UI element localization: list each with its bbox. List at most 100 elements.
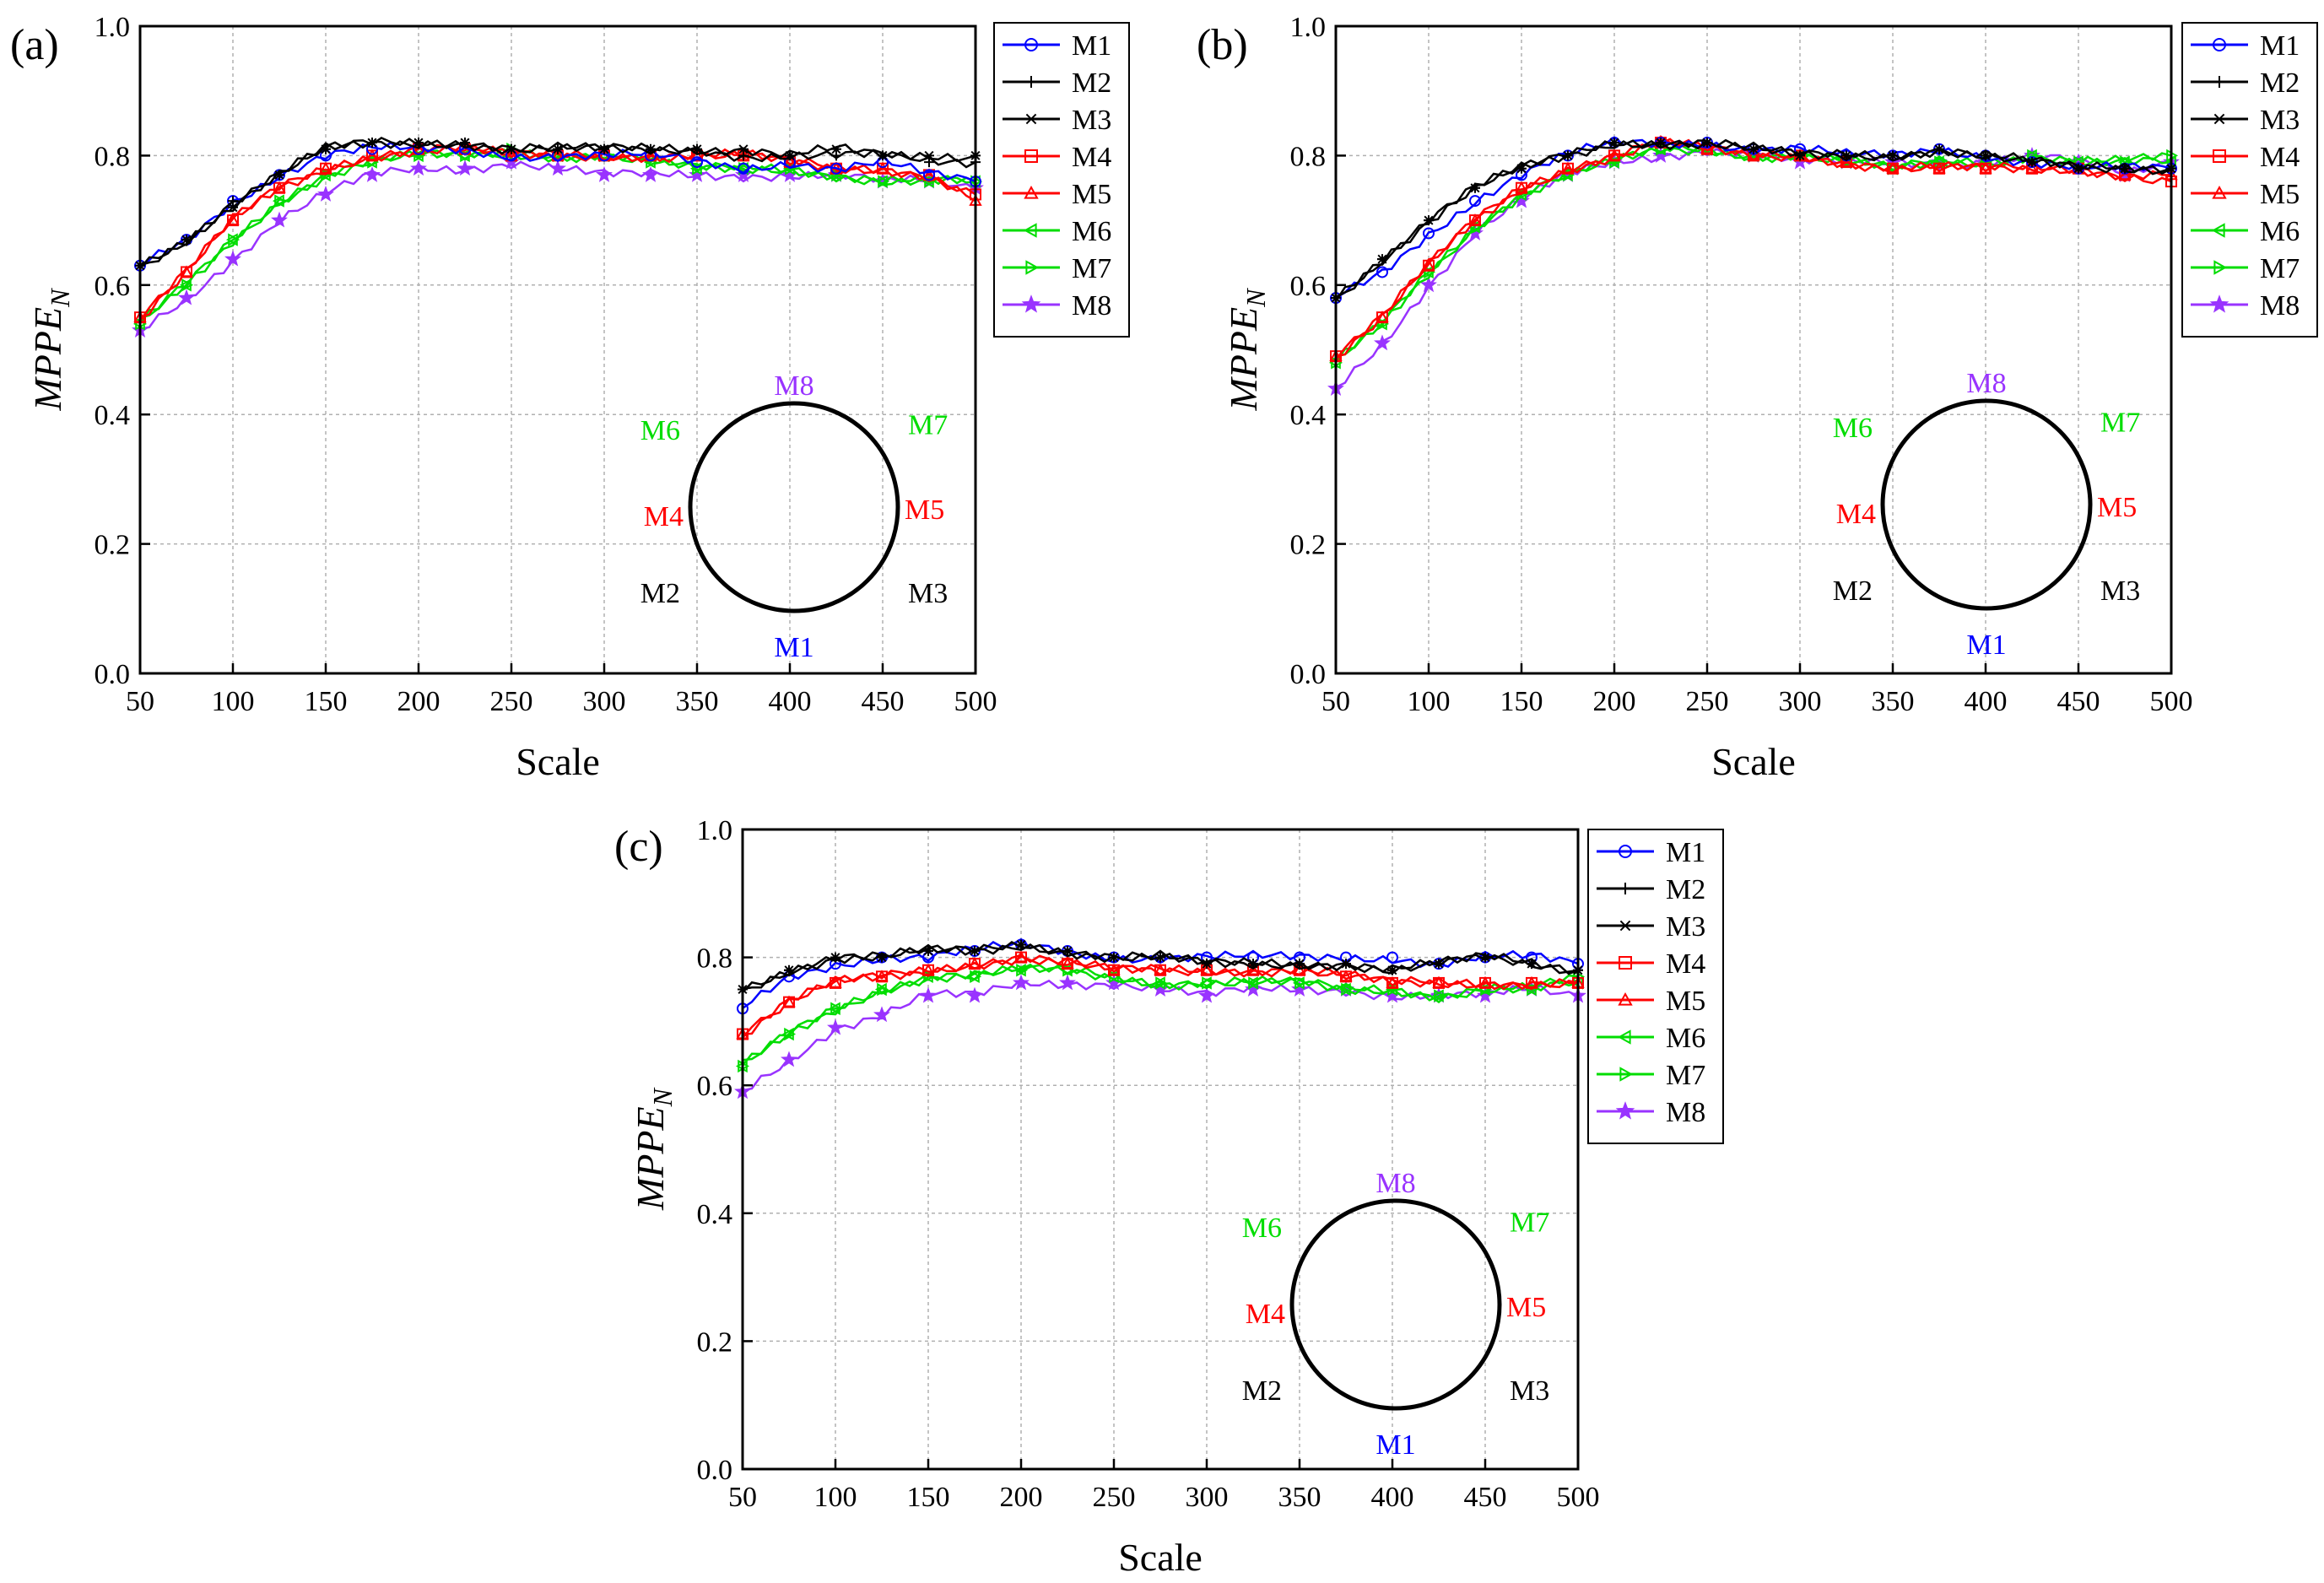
star-icon	[1615, 1101, 1635, 1120]
marker-triangle-up	[1932, 161, 1946, 174]
data-point-m3	[2027, 157, 2037, 167]
square-icon	[2213, 149, 2226, 163]
triangle-right-icon	[2213, 260, 2228, 275]
data-point-m3	[1702, 138, 1712, 148]
legend-entry: M5	[2191, 179, 2300, 210]
data-point-m5	[968, 957, 981, 969]
x-tick-label: 450	[2057, 686, 2100, 717]
marker-asterisk	[877, 953, 887, 963]
marker-asterisk	[1377, 254, 1387, 264]
data-point-m3	[1934, 144, 1944, 154]
marker-circle	[830, 162, 842, 175]
data-point-m3	[785, 150, 795, 160]
data-point-m3	[1387, 965, 1397, 975]
y-tick-label: 0.0	[1290, 659, 1327, 690]
legend-entry: M4	[1597, 948, 1705, 980]
series-markers-m3	[738, 939, 1583, 995]
x-tick-label: 250	[1093, 1482, 1136, 1513]
data-point-m8	[920, 986, 937, 1003]
data-point-m3	[181, 235, 192, 245]
marker-asterisk	[970, 946, 980, 956]
x-tick-label: 200	[1000, 1482, 1043, 1513]
marker-star	[1013, 974, 1030, 991]
data-point-m5	[1339, 970, 1353, 982]
legend-entry: M8	[1597, 1097, 1705, 1128]
triangle-right-icon	[1025, 260, 1040, 275]
data-point-m3	[1748, 144, 1759, 154]
marker-triangle-up	[226, 213, 240, 225]
marker-circle	[691, 156, 703, 169]
marker-asterisk	[599, 144, 609, 154]
data-point-m3	[1155, 953, 1165, 963]
x-tick-label: 100	[212, 686, 255, 717]
data-point-m8	[1652, 146, 1669, 163]
legend-label: M8	[1072, 290, 1111, 321]
marker-triangle-left	[2211, 223, 2225, 238]
marker-asterisk	[1062, 946, 1073, 956]
sensor-layout-inset: M8 M6 M7 M4 M5 M2 M3 M1	[1833, 368, 2140, 661]
data-point-m8	[1245, 981, 1262, 997]
inset-sensor-label-m2: M2	[640, 578, 680, 609]
data-point-m7	[274, 194, 287, 208]
legend-entry: M5	[1003, 179, 1111, 210]
legend-entry: M3	[2191, 105, 2300, 136]
marker-triangle-right	[2213, 260, 2228, 275]
data-point-m8	[1291, 981, 1308, 997]
marker-triangle-right	[692, 162, 705, 176]
data-point-m5	[1200, 963, 1213, 975]
inset-sensor-label-m3: M3	[908, 578, 948, 609]
marker-asterisk	[1516, 164, 1527, 174]
x-tick-label: 50	[126, 686, 154, 717]
marker-triangle-up	[2118, 168, 2132, 181]
marker-star	[596, 165, 613, 182]
marker-circle	[1619, 845, 1632, 858]
y-axis: 0.0 0.2 0.4 0.6 0.8 1.0	[95, 12, 150, 690]
data-point-m5	[412, 142, 425, 154]
legend-label: M8	[1666, 1097, 1705, 1128]
data-point-m3	[1527, 959, 1537, 969]
marker-triangle-up	[365, 149, 379, 161]
circle-icon	[1024, 38, 1038, 51]
x-tick-label: 500	[1557, 1482, 1600, 1513]
data-point-m1	[1376, 266, 1388, 278]
inset-sensor-label-m3: M3	[2100, 575, 2140, 607]
marker-asterisk	[1341, 959, 1351, 969]
y-tick-label: 1.0	[697, 815, 733, 846]
inset-sensor-label-m8: M8	[1966, 368, 2006, 399]
x-tick-label: 200	[1593, 686, 1636, 717]
x-axis: 50 100 150 200 250 300 350 400 450 500	[1321, 663, 2193, 717]
data-point-m5	[829, 975, 842, 988]
data-point-m3	[738, 144, 749, 154]
legend-label: M3	[1666, 911, 1705, 943]
data-point-m3	[274, 170, 284, 180]
legend-label: M2	[2260, 68, 2300, 99]
marker-triangle-up	[1608, 149, 1621, 161]
legend-label: M7	[1666, 1060, 1705, 1091]
data-point-m1	[1469, 195, 1481, 208]
inset-sensor-label-m6: M6	[1833, 413, 1873, 444]
series-markers-m5	[736, 950, 1585, 1040]
legend-entry: M7	[1597, 1060, 1705, 1091]
marker-triangle-up	[1840, 155, 1853, 167]
data-point-m3	[830, 953, 840, 963]
marker-triangle-up	[875, 970, 889, 982]
marker-plus	[831, 150, 841, 161]
marker-asterisk	[1981, 150, 1991, 160]
marker-plus	[228, 196, 238, 207]
data-point-m3	[1016, 939, 1026, 949]
square-icon	[1024, 149, 1038, 163]
inset-sensor-label-m3: M3	[1510, 1375, 1549, 1407]
x-tick-label: 400	[1965, 686, 2008, 717]
y-axis-title-main: MPPE	[26, 307, 69, 412]
marker-circle	[1469, 195, 1481, 208]
chart-panel-a: 50 100 150 200 250 300 350 400 450 5000.00.20.40.…	[10, 12, 1130, 783]
inset-sensor-label-m2: M2	[1833, 575, 1873, 607]
inset-sensor-label-m1: M1	[1375, 1429, 1415, 1461]
data-point-m5	[921, 963, 935, 975]
marker-asterisk	[460, 138, 470, 148]
y-tick-label: 0.4	[95, 400, 131, 431]
marker-triangle-right	[830, 1002, 843, 1015]
y-tick-label: 0.6	[95, 271, 131, 302]
inset-sensor-label-m1: M1	[774, 632, 813, 663]
marker-star	[410, 159, 427, 176]
